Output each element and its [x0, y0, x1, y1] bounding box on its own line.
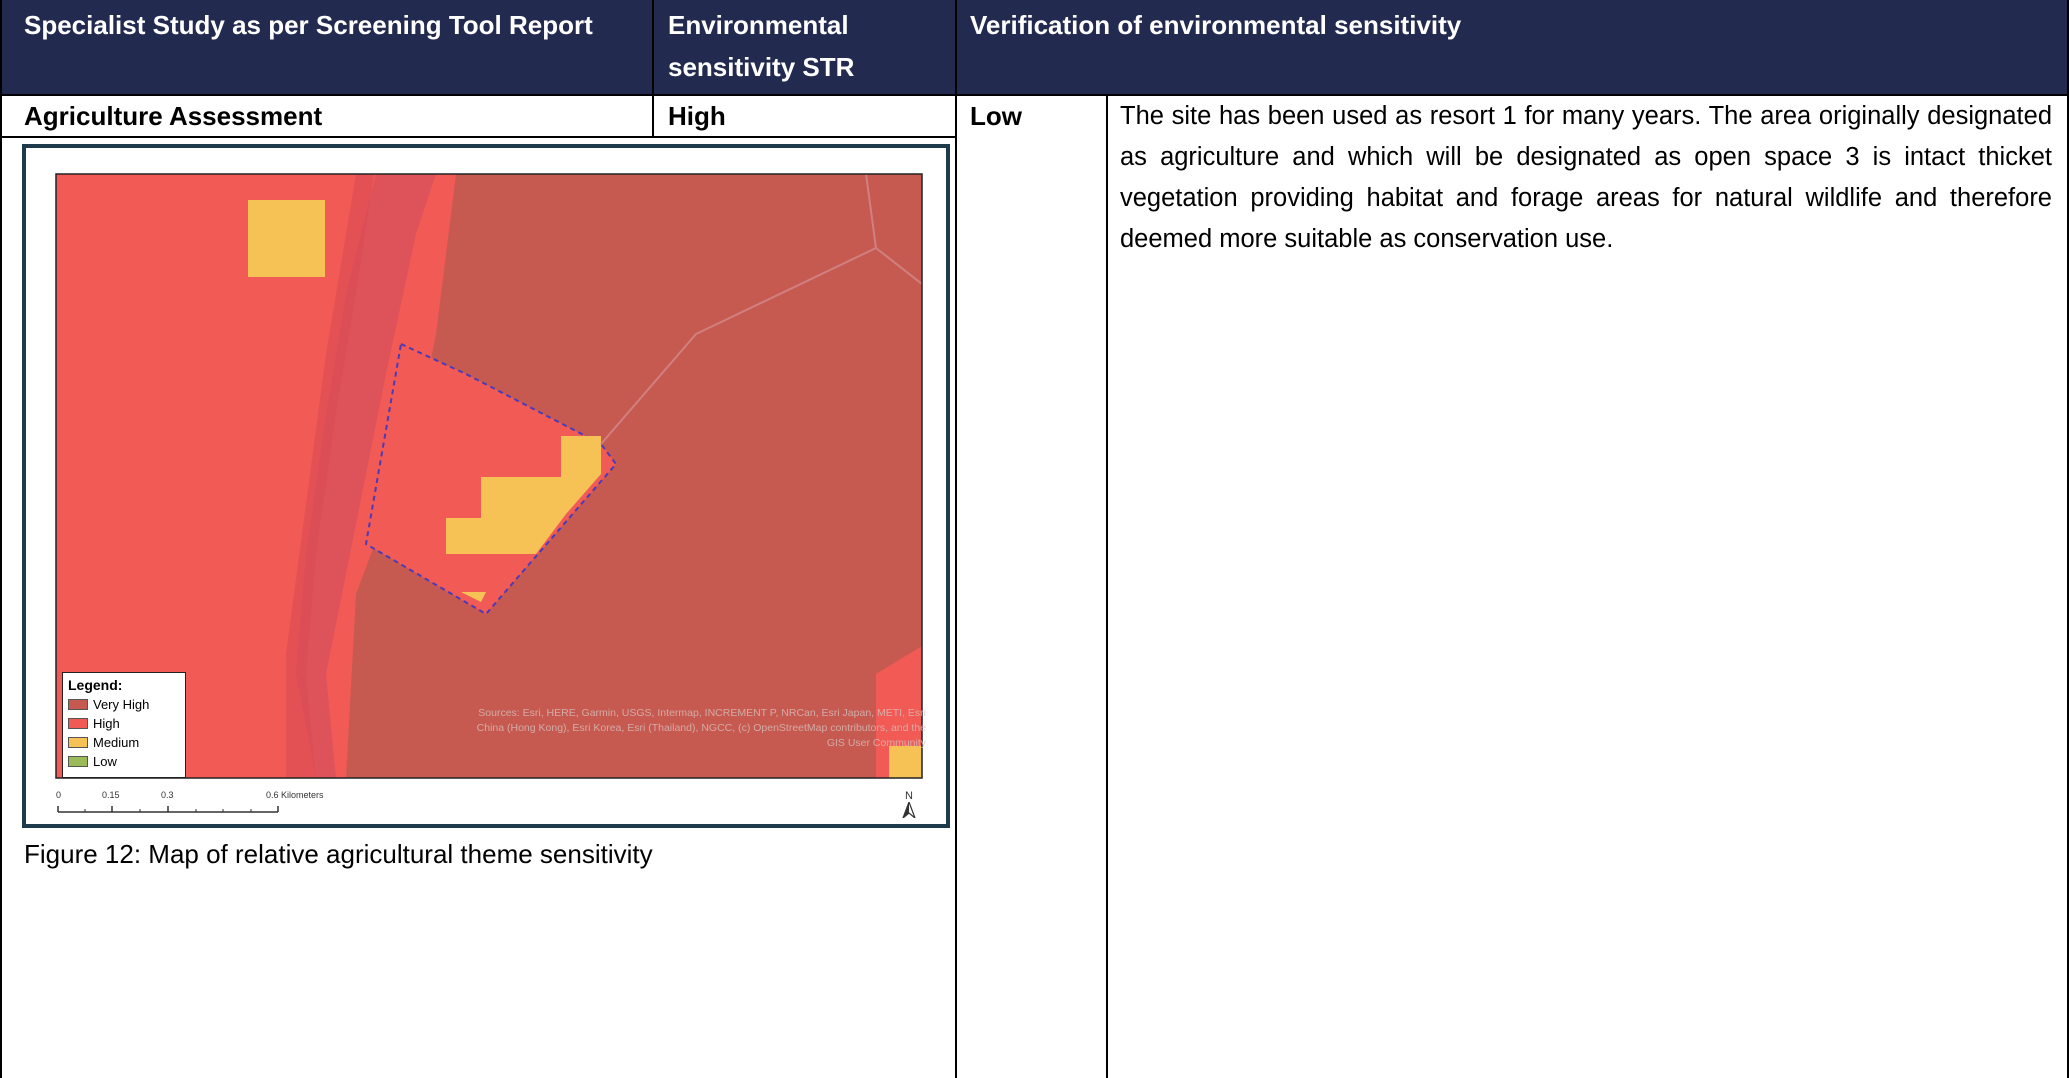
row-divider [0, 136, 955, 138]
table-border-right [2067, 0, 2069, 1078]
legend-swatch-very-high [68, 699, 88, 710]
north-label: N [905, 790, 913, 802]
scale-tick-0: 0 [56, 790, 62, 800]
header-env-line1: Environmental [668, 10, 849, 40]
map-very-high-area [346, 174, 922, 778]
legend-item: High [68, 714, 180, 733]
map-river-strip [296, 174, 436, 778]
legend-swatch-low [68, 756, 88, 767]
map-attribution: Sources: Esri, HERE, Garmin, USGS, Inter… [476, 707, 926, 749]
legend-label: Medium [93, 735, 140, 750]
sensitivity-map [26, 148, 946, 824]
col-divider [955, 94, 957, 1078]
legend-label: Very High [93, 697, 150, 712]
row-divider [0, 94, 2069, 96]
scale-bar-graphic [57, 806, 279, 813]
header-divider [652, 0, 654, 94]
col-divider [1106, 94, 1108, 1078]
legend-label: Low [93, 754, 117, 769]
scale-tick-06: 0.6 Kilometers [266, 790, 324, 800]
scale-tick-015: 0.15 [102, 790, 120, 800]
legend-title: Legend: [68, 677, 123, 693]
legend-swatch-medium [68, 737, 88, 748]
legend-item: Medium [68, 733, 180, 752]
header-environmental-sensitivity: Environmental sensitivity STR [668, 4, 854, 88]
map-medium-square [889, 746, 922, 778]
verified-sensitivity-value: Low [970, 101, 1022, 131]
scale-tick-03: 0.3 [161, 790, 174, 800]
figure-caption: Figure 12: Map of relative agricultural … [24, 839, 653, 869]
map-medium-patch [446, 436, 601, 554]
study-name: Agriculture Assessment [24, 101, 323, 131]
legend-label: High [93, 716, 120, 731]
north-arrow: N [901, 790, 917, 821]
col-divider [652, 94, 654, 136]
table-border-left [0, 0, 2, 1078]
verification-text: The site has been used as resort 1 for m… [1120, 102, 2052, 253]
header-verification: Verification of environmental sensitivit… [970, 10, 1462, 40]
legend-item: Low [68, 752, 180, 771]
header-env-line2: sensitivity STR [668, 52, 855, 82]
map-medium-square [248, 200, 325, 277]
str-sensitivity-value: High [668, 101, 726, 131]
header-divider [955, 0, 957, 94]
header-specialist-study: Specialist Study as per Screening Tool R… [24, 10, 593, 40]
sensitivity-map-figure: Legend: Very High High Medium Low Source… [22, 144, 950, 828]
legend-swatch-high [68, 718, 88, 729]
north-arrow-icon [901, 800, 917, 820]
map-legend: Legend: Very High High Medium Low [62, 672, 186, 778]
legend-item: Very High [68, 695, 180, 714]
scale-bar: 0 0.15 0.3 0.6 Kilometers [56, 790, 406, 818]
header-row [0, 0, 2069, 94]
